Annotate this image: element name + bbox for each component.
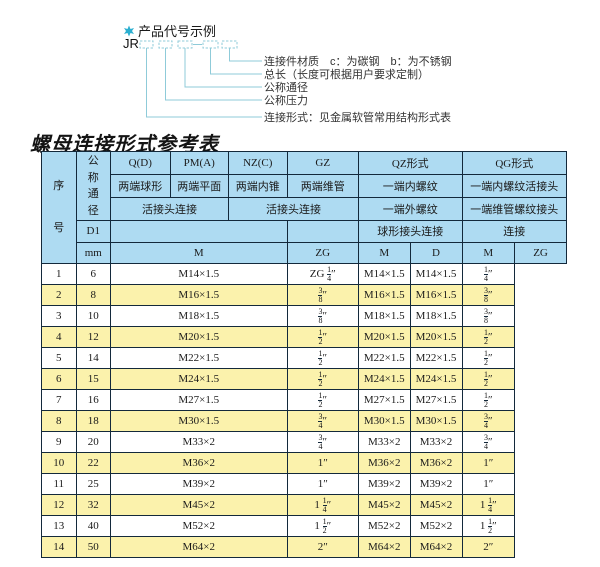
svg-text:公称压力: 公称压力 xyxy=(264,93,308,107)
svg-text:公称通径: 公称通径 xyxy=(264,80,308,94)
svg-text:连接件材质 c：为碳钢 b：为不锈钢: 连接件材质 c：为碳钢 b：为不锈钢 xyxy=(264,54,452,68)
svg-text:总长（长度可根据用户要求定制）: 总长（长度可根据用户要求定制） xyxy=(264,67,429,81)
svg-text:连接形式：见金属软管常用结构形式表: 连接形式：见金属软管常用结构形式表 xyxy=(264,110,451,124)
svg-text:JR: JR xyxy=(123,36,139,51)
